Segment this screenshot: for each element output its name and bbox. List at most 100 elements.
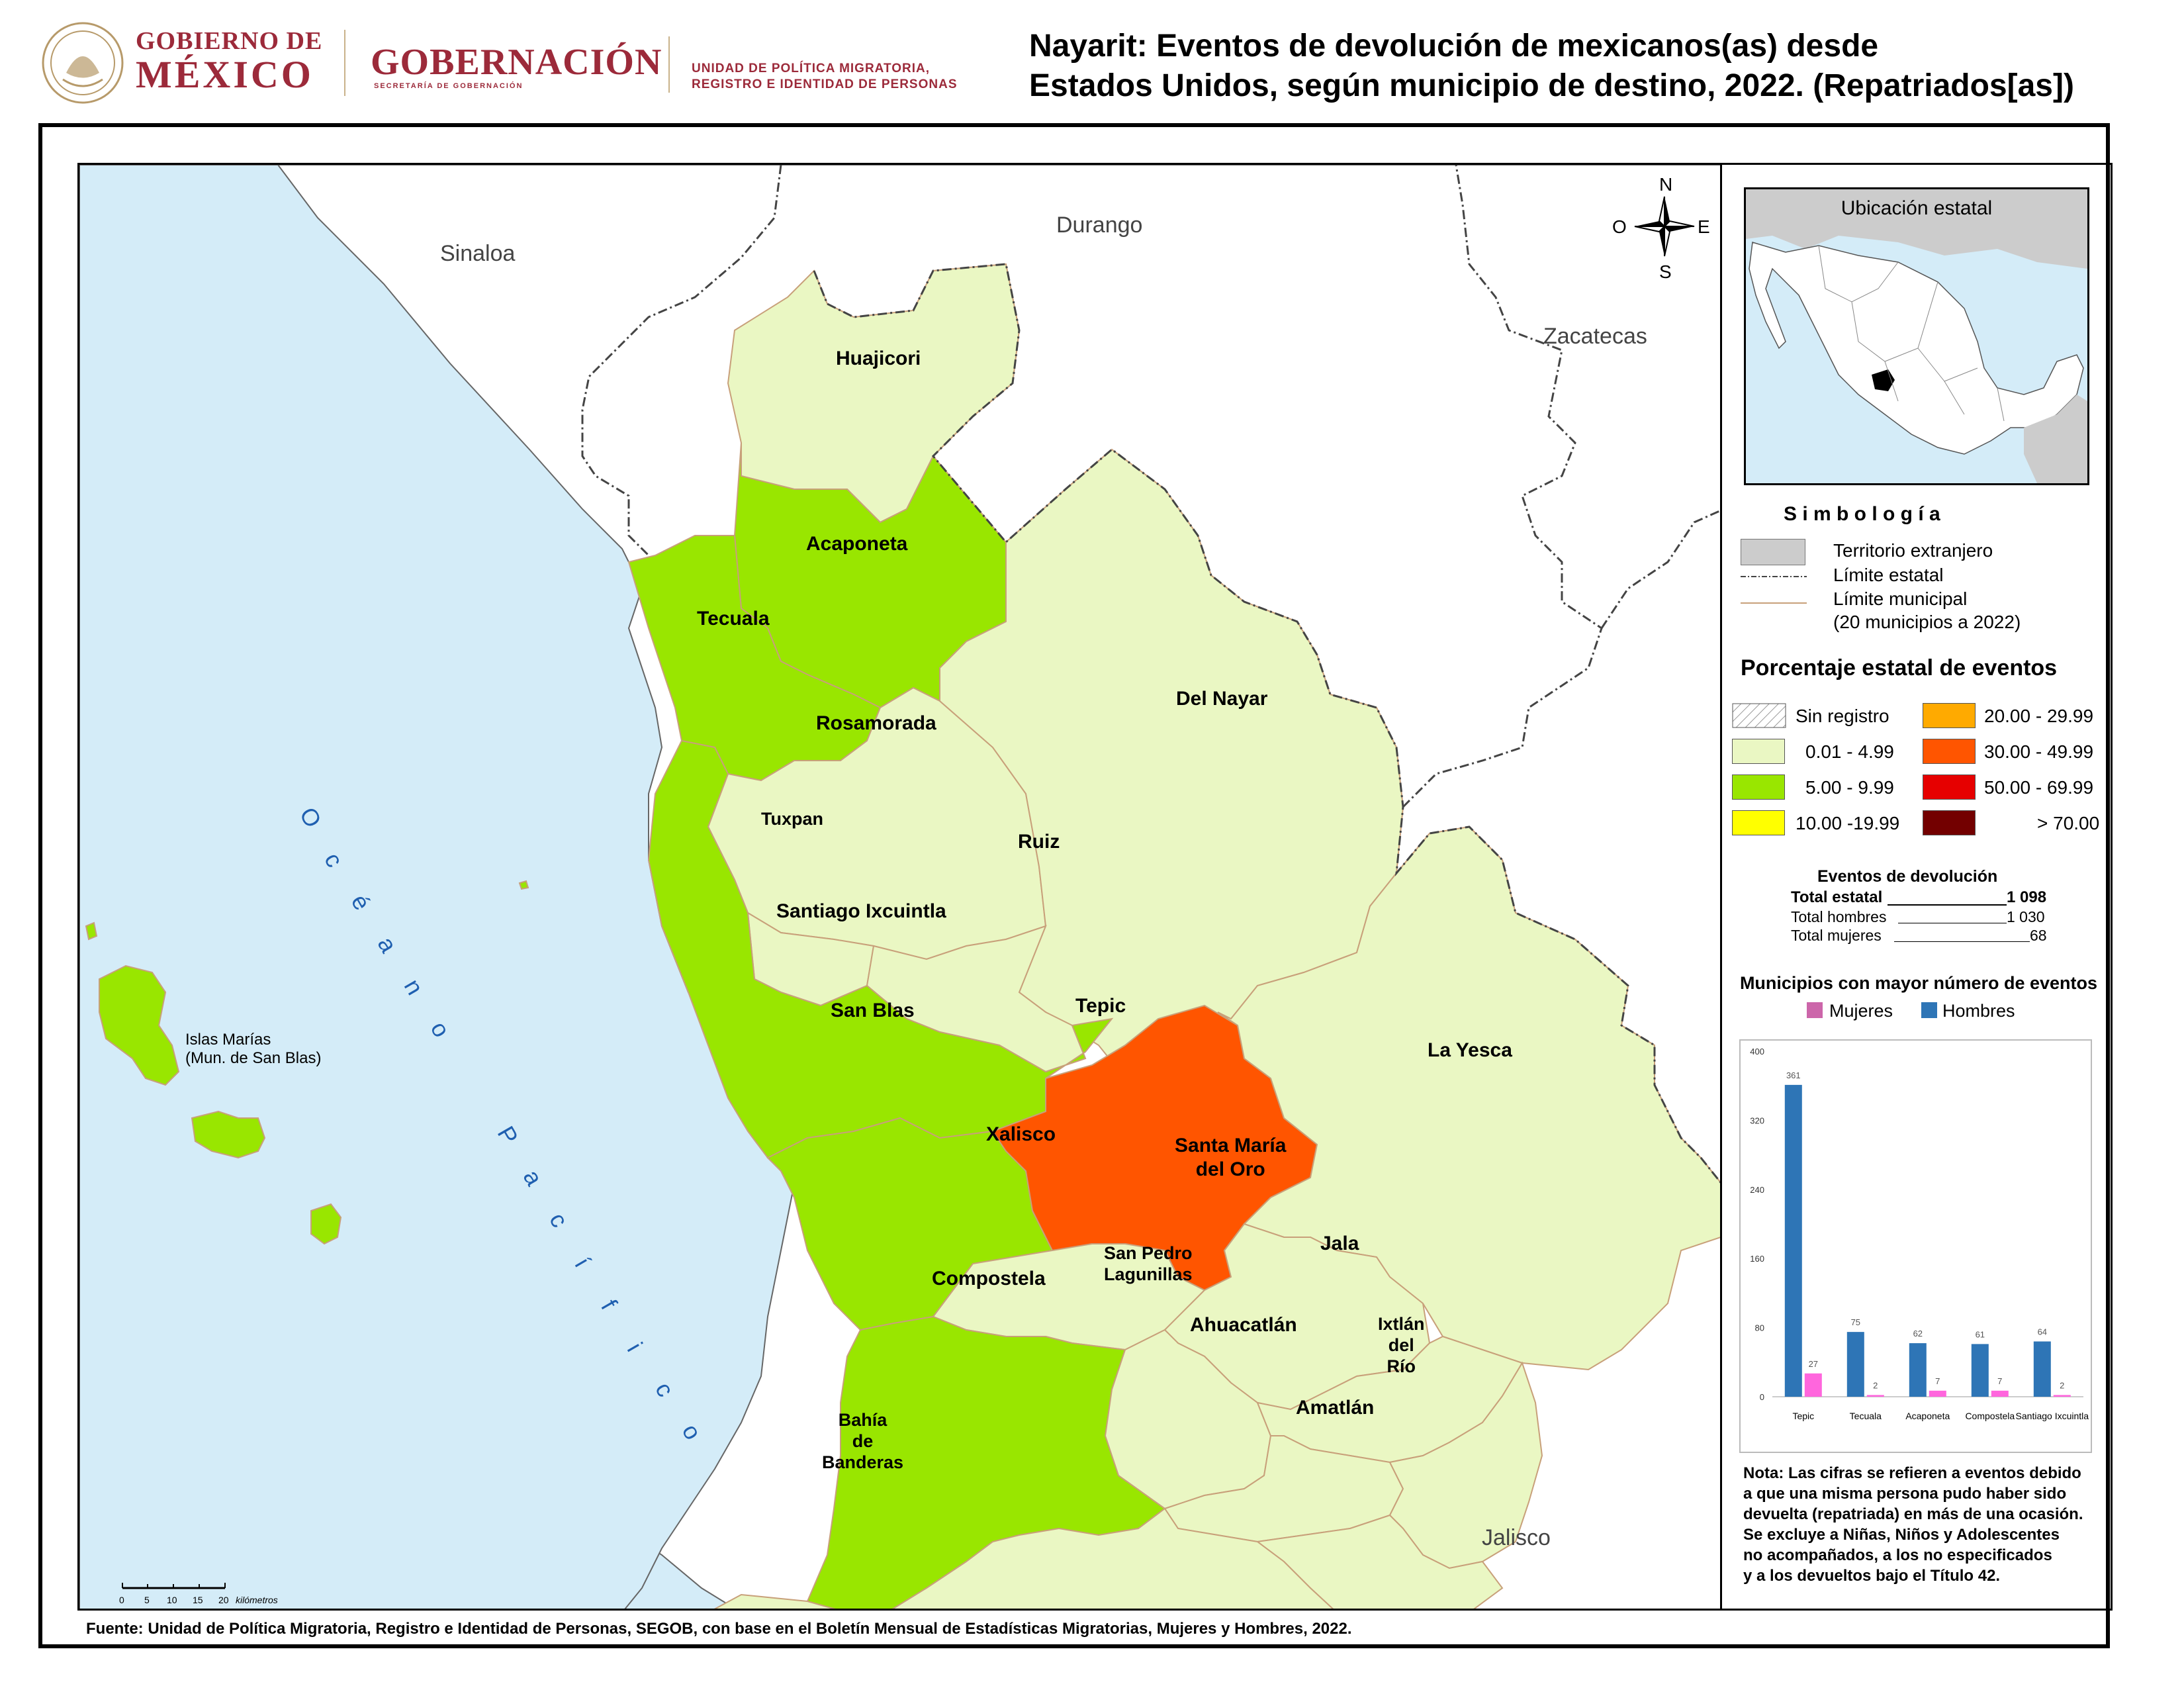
chart-category-label: Tecuala <box>1850 1411 1882 1421</box>
state-limit-line <box>813 263 1720 1184</box>
label-la-yesca: La Yesca <box>1428 1039 1512 1061</box>
ixtlan-line2: del <box>1388 1335 1414 1355</box>
legend-mun-label-2: (20 municipios a 2022) <box>1833 612 2021 632</box>
logo-gobierno-de-mexico: GOBIERNO DE MÉXICO <box>136 26 322 94</box>
legend-swatch-class-3 <box>1732 810 1785 835</box>
scale-tick-15: 15 <box>193 1595 203 1605</box>
legend-foreign-swatch <box>1741 539 1805 565</box>
label-acaponeta: Acaponeta <box>806 533 908 555</box>
label-tepic: Tepic <box>1075 995 1126 1017</box>
totals-men-label: Total hombres <box>1791 908 1887 925</box>
totals-total-value: 1 098 <box>2007 888 2047 906</box>
logo-unit: UNIDAD DE POLÍTICA MIGRATORIA, REGISTRO … <box>692 61 958 93</box>
legend-mun-line <box>1741 602 1807 604</box>
totals-women-label: Total mujeres <box>1791 927 1882 944</box>
legend-class-0-label: Sin registro <box>1796 706 1889 726</box>
legend-class-4-label: 20.00 - 29.99 <box>1984 706 2094 726</box>
santa-maria-line2: del Oro <box>1195 1158 1265 1180</box>
inset-usa-area <box>1746 229 2087 269</box>
bar-value-label: 2 <box>1873 1380 1878 1390</box>
bar-mujeres <box>1804 1373 1822 1397</box>
mun-bahia-de-banderas <box>714 1507 1334 1609</box>
san-pedro-line2: Lagunillas <box>1104 1264 1193 1284</box>
chart-legend-mujeres: Mujeres <box>1829 1001 1893 1021</box>
logo-gob-line2: MÉXICO <box>136 53 314 96</box>
label-rosamorada: Rosamorada <box>816 712 936 734</box>
legend-swatch-class-5 <box>1923 739 1976 764</box>
legend-swatch-class-6 <box>1923 774 1976 800</box>
note-line6: y a los devueltos bajo el Título 42. <box>1743 1567 2001 1585</box>
bar-value-label: 61 <box>1976 1329 1985 1339</box>
national-seal-icon <box>42 22 124 104</box>
inset-map: Ubicación estatal <box>1744 187 2089 485</box>
island-maria-cleofas <box>310 1203 342 1245</box>
durango-sinaloa-border <box>581 165 782 557</box>
bar-value-label: 361 <box>1786 1070 1801 1080</box>
title-line1: Nayarit: Eventos de devolución de mexica… <box>1029 28 1879 64</box>
bahia-line2: de <box>852 1431 874 1451</box>
bahia-line3: Banderas <box>822 1452 904 1472</box>
note-line4: Se excluye a Niñas, Niños y Adolescentes <box>1743 1526 2060 1544</box>
santa-maria-line1: Santa María <box>1175 1135 1287 1156</box>
legend-class-2-label: 5.00 - 9.99 <box>1805 777 1894 798</box>
chart-legend-hombres: Hombres <box>1942 1001 2015 1021</box>
legend-foreign-label: Territorio extranjero <box>1833 540 1993 561</box>
map-panel: N S E O 0 5 10 15 20 kilómetros Sinaloa … <box>77 163 1722 1611</box>
legend-title: S i m b o l o g í a <box>1784 503 1940 525</box>
label-ixtlan-del-rio: Ixtlán del Río <box>1378 1313 1425 1377</box>
bar-hombres <box>2033 1341 2051 1397</box>
compass-e: E <box>1698 216 1710 237</box>
note-line1: Nota: Las cifras se refieren a eventos d… <box>1743 1464 2081 1482</box>
chart-y-tick: 400 <box>1750 1047 1764 1056</box>
island-maria-magdalena <box>191 1110 266 1159</box>
compass-w: O <box>1612 216 1627 237</box>
side-panel <box>1722 163 2113 1611</box>
chart-legend-hombres-swatch <box>1921 1002 1937 1018</box>
bar-hombres <box>1909 1343 1927 1397</box>
map-title: Nayarit: Eventos de devolución de mexica… <box>1029 26 2074 106</box>
label-durango: Durango <box>1056 212 1143 238</box>
bar-value-label: 75 <box>1851 1317 1860 1327</box>
bar-value-label: 7 <box>1997 1376 2002 1386</box>
island-san-juanito <box>85 921 98 941</box>
mun-santiago-ixcuintla <box>647 739 1114 1159</box>
legend-class-1-label: 0.01 - 4.99 <box>1805 741 1894 762</box>
label-san-pedro-lagunillas: San Pedro Lagunillas <box>1104 1243 1193 1285</box>
label-ruiz: Ruiz <box>1018 831 1060 853</box>
legend-class-3-label: 10.00 -19.99 <box>1796 813 1900 833</box>
legend-pct-title: Porcentaje estatal de eventos <box>1741 655 2058 680</box>
label-ahuacatlan: Ahuacatlán <box>1190 1314 1297 1336</box>
logo-divider <box>344 30 345 96</box>
inset-title-bar <box>1746 189 2087 229</box>
inset-mexico-svg <box>1746 229 2087 483</box>
source-footer: Fuente: Unidad de Política Migratoria, R… <box>86 1620 1352 1638</box>
ixtlan-line1: Ixtlán <box>1378 1314 1425 1334</box>
label-xalisco: Xalisco <box>986 1123 1056 1145</box>
durango-zacatecas-border <box>1402 165 1603 808</box>
totals-women-line <box>1894 941 2030 942</box>
totals-total-line <box>1888 904 2007 906</box>
bar-chart: 08016024032040036127Tepic752Tecuala627Ac… <box>1739 1039 2092 1453</box>
note: Nota: Las cifras se refieren a eventos d… <box>1743 1463 2114 1586</box>
compass-n: N <box>1659 174 1673 195</box>
scale-tick-5: 5 <box>144 1595 150 1605</box>
note-line5: no acompañados, a los no especificados <box>1743 1546 2052 1564</box>
bar-hombres <box>1846 1332 1864 1397</box>
legend-state-line <box>1741 576 1807 577</box>
totals-women-value: 68 <box>2030 927 2047 944</box>
label-tecuala: Tecuala <box>697 608 770 630</box>
inset-state-lines <box>1818 245 2005 422</box>
header: GOBIERNO DE MÉXICO GOBERNACIÓN SECRETARÍ… <box>0 0 2184 119</box>
chart-legend-mujeres-swatch <box>1807 1002 1823 1018</box>
bar-hombres <box>1784 1084 1802 1397</box>
zacatecas-jalisco-border <box>1600 510 1720 629</box>
inset-central-america <box>2024 395 2087 483</box>
totals-men-value: 1 030 <box>2007 908 2045 925</box>
label-santa-maria-del-oro: Santa María del Oro <box>1175 1134 1286 1182</box>
label-amatlan: Amatlán <box>1296 1397 1375 1419</box>
logo-unit-line2: REGISTRO E IDENTIDAD DE PERSONAS <box>692 77 958 91</box>
label-bahia-de-banderas: Bahía de Banderas <box>822 1409 903 1473</box>
chart-y-tick: 240 <box>1750 1185 1764 1195</box>
note-line3: devuelta (repatriada) en más de una ocas… <box>1743 1505 2083 1523</box>
label-jalisco: Jalisco <box>1482 1525 1551 1550</box>
